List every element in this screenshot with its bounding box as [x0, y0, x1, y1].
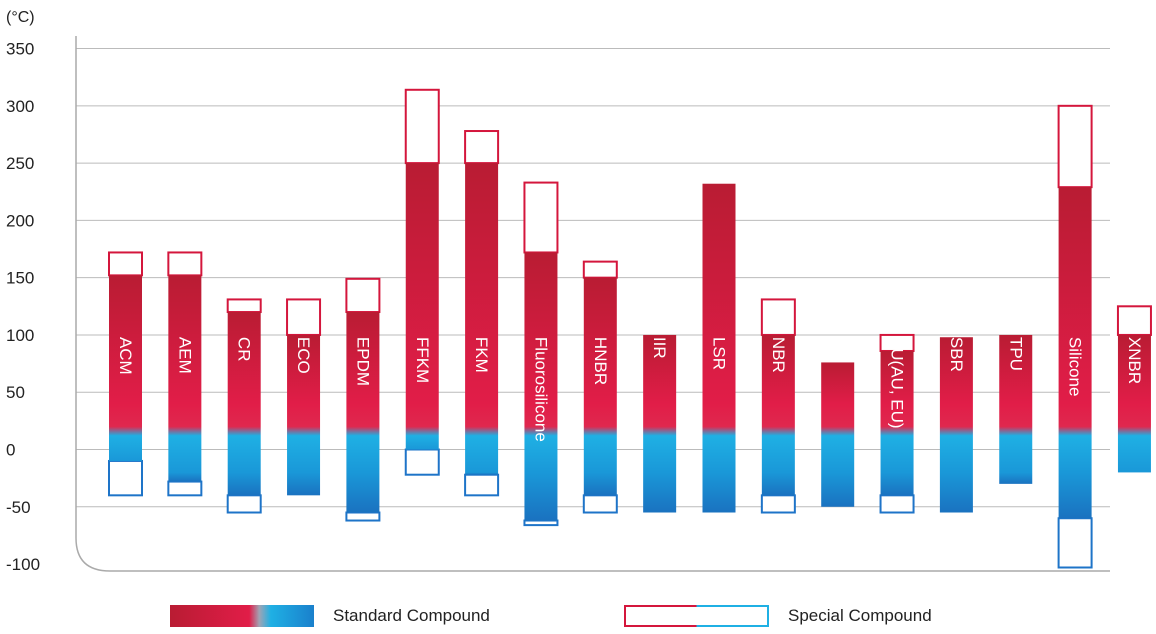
bar-standard — [465, 163, 499, 475]
bar-special-low — [760, 494, 796, 514]
bar-special-high — [286, 298, 322, 336]
category-label: XNBR — [1125, 337, 1144, 384]
bar-standard — [999, 334, 1033, 484]
axis-frame — [75, 36, 1110, 572]
category-label: IIR — [650, 337, 669, 359]
y-tick-label: 200 — [6, 211, 34, 230]
y-tick-label: 350 — [6, 40, 34, 59]
bar-standard — [643, 334, 677, 513]
bar-special-high — [108, 251, 143, 277]
bar-special-high — [760, 298, 796, 336]
bar-special-high — [345, 277, 381, 314]
y-axis-ticks: 350 300 250 200 150 100 50 0 -50 -100 — [6, 40, 40, 575]
category-label: CR — [235, 337, 254, 362]
y-tick-label: -50 — [6, 498, 31, 517]
category-label: NR — [828, 337, 847, 362]
category-label: NBR — [769, 337, 788, 373]
bar-special-low — [167, 480, 203, 497]
bar-standard — [821, 362, 855, 507]
bar-special-low — [464, 473, 500, 497]
legend-standard-label: Standard Compound — [333, 606, 490, 625]
bar-special-high — [404, 88, 440, 165]
bar-standard — [346, 312, 380, 513]
bar-special-low — [582, 494, 618, 514]
y-tick-label: -100 — [6, 555, 40, 574]
category-label: Silicone — [1066, 337, 1085, 397]
bar-special-high — [1057, 104, 1093, 189]
bar-standard — [761, 334, 795, 496]
bar-standard — [1117, 334, 1151, 473]
y-tick-label: 100 — [6, 326, 34, 345]
legend-special-swatch — [624, 605, 769, 627]
bar-special-low — [345, 511, 381, 522]
y-tick-label: 50 — [6, 383, 25, 402]
category-label: Fluorosilicone — [531, 337, 550, 442]
bar-special-low — [404, 448, 440, 476]
bar-special-high — [582, 260, 618, 279]
bar-special-low — [879, 494, 915, 514]
bar-special-high — [167, 251, 203, 277]
bar-special-high — [1116, 305, 1152, 336]
y-axis-unit-label: (°C) — [6, 9, 35, 26]
y-tick-label: 0 — [6, 441, 15, 460]
bar-standard — [1058, 187, 1092, 519]
category-label: LSR — [710, 337, 729, 370]
bar-special-low — [1057, 517, 1093, 569]
category-label: TPU — [1006, 337, 1025, 371]
category-label: ACM — [116, 337, 135, 375]
bar-standard — [939, 337, 973, 513]
bar-special-low — [108, 459, 143, 497]
bar-standard — [583, 277, 617, 496]
bar-special-low — [226, 494, 262, 514]
legend-standard-swatch — [170, 605, 314, 627]
bar-standard — [524, 252, 558, 521]
category-label: EPDM — [353, 337, 372, 386]
category-label: FFKM — [413, 337, 432, 383]
bar-special-low — [523, 519, 559, 527]
y-tick-label: 150 — [6, 269, 34, 288]
category-label: FKM — [472, 337, 491, 373]
bars: ACM AEM CR ECO EPDM FFKM FKM Fluorosilicone HNBR… — [108, 88, 1152, 569]
y-tick-label: 250 — [6, 154, 34, 173]
bar-standard — [405, 163, 439, 450]
bar-special-high — [464, 130, 500, 165]
legend-special-label: Special Compound — [788, 606, 932, 625]
bar-standard — [287, 334, 321, 496]
bar-standard — [227, 312, 261, 496]
bar-special-high — [523, 181, 559, 254]
bar-standard — [880, 350, 914, 496]
bar-special-high — [226, 298, 262, 314]
bar-standard — [702, 183, 736, 513]
category-label: PU(AU, EU) — [888, 337, 907, 429]
category-label: AEM — [175, 337, 194, 374]
bar-standard — [168, 275, 202, 482]
bar-standard — [109, 275, 142, 461]
category-label: HNBR — [591, 337, 610, 385]
category-label: ECO — [294, 337, 313, 374]
y-tick-label: 300 — [6, 97, 34, 116]
category-label: SBR — [947, 337, 966, 372]
